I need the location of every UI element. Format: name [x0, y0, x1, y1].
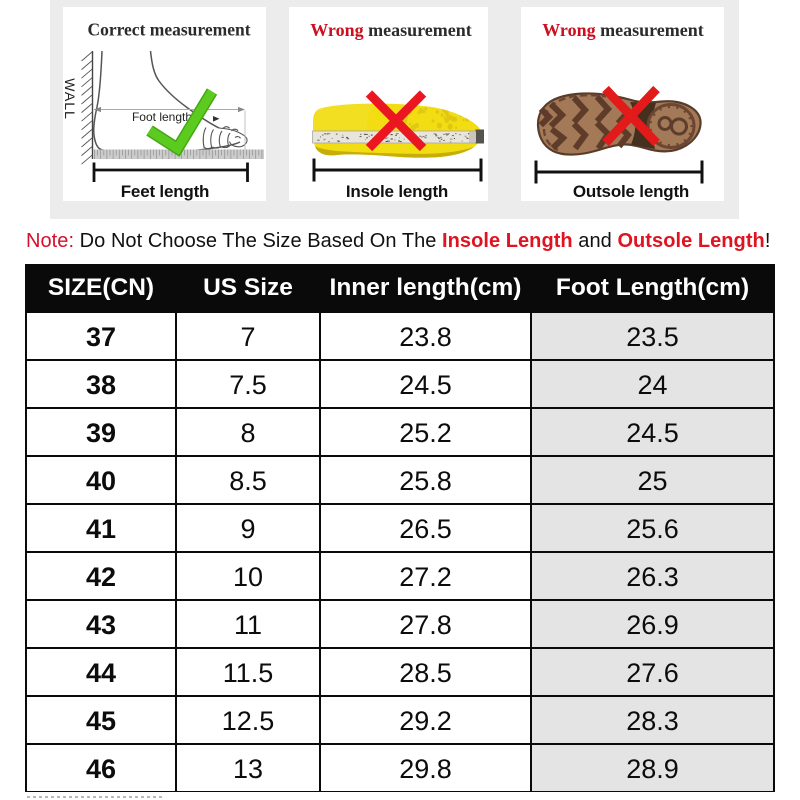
svg-text:Feet length: Feet length — [121, 182, 209, 201]
svg-text:Wrong measurement: Wrong measurement — [542, 20, 704, 40]
svg-text:Foot length: Foot length — [132, 110, 192, 124]
svg-text:WALL: WALL — [63, 78, 78, 120]
svg-text:Outsole length: Outsole length — [573, 182, 689, 201]
svg-text:Wrong measurement: Wrong measurement — [310, 20, 472, 40]
svg-text:Correct measurement: Correct measurement — [87, 20, 250, 40]
svg-text:Insole length: Insole length — [346, 182, 448, 201]
